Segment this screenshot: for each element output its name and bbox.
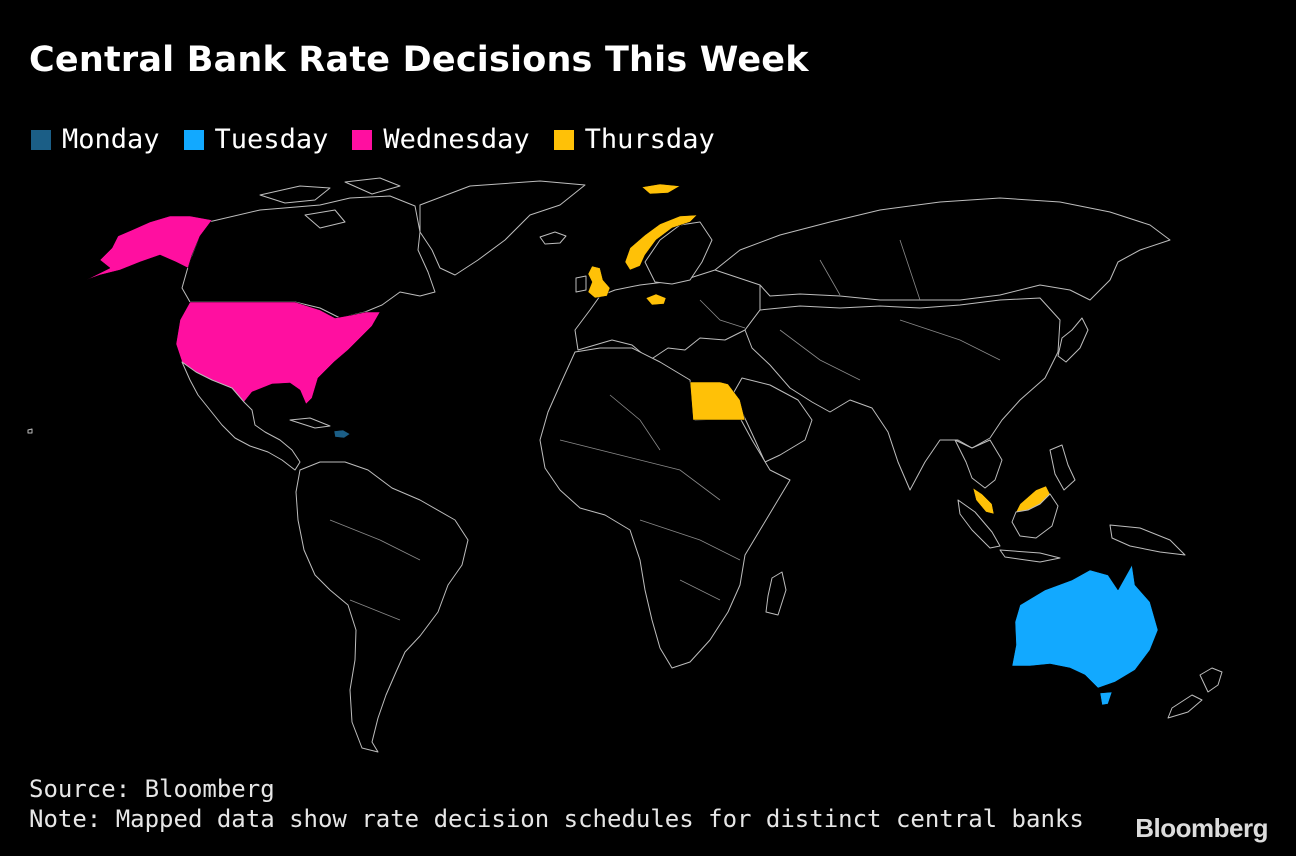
country-borders	[329, 239, 1001, 621]
legend-label-tuesday: Tuesday	[214, 124, 329, 155]
legend-swatch-wednesday	[352, 129, 373, 150]
alaska	[85, 215, 213, 281]
svalbard	[641, 183, 681, 195]
cuba	[289, 417, 331, 429]
chart-title: Central Bank Rate Decisions This Week	[29, 40, 809, 80]
world-map	[27, 177, 1223, 753]
tasmania	[1099, 691, 1113, 706]
legend-swatch-tuesday	[183, 129, 204, 150]
norway	[624, 214, 698, 271]
legend-item-monday: Monday	[31, 124, 160, 155]
asia	[744, 297, 1061, 491]
egypt	[689, 381, 746, 421]
hawaii	[27, 428, 33, 434]
legend-swatch-thursday	[553, 129, 574, 150]
indochina	[954, 439, 1003, 489]
greenland	[419, 180, 586, 276]
legend-label-monday: Monday	[62, 124, 160, 155]
bloomberg-logo: Bloomberg	[1135, 813, 1268, 843]
legend: Monday Tuesday Wednesday Thursday	[31, 124, 739, 155]
sweden-finland	[644, 221, 713, 285]
europe	[574, 267, 761, 361]
legend-item-thursday: Thursday	[553, 124, 715, 155]
new-zealand	[1167, 667, 1223, 719]
ireland	[575, 275, 587, 293]
legend-label-wednesday: Wednesday	[383, 124, 530, 155]
iceland	[539, 231, 567, 245]
legend-label-thursday: Thursday	[584, 124, 715, 155]
japan	[1057, 317, 1089, 363]
dominican-republic	[333, 429, 351, 439]
legend-item-tuesday: Tuesday	[183, 124, 329, 155]
madagascar	[765, 571, 787, 616]
legend-item-wednesday: Wednesday	[352, 124, 530, 155]
canadian-islands	[259, 177, 401, 229]
south-america	[295, 461, 469, 753]
legend-swatch-monday	[31, 129, 51, 150]
new-guinea	[1109, 524, 1186, 556]
sumatra	[957, 499, 1001, 549]
borneo	[1011, 493, 1059, 539]
russia	[714, 197, 1171, 301]
mexico-central-america	[181, 361, 301, 471]
philippines	[1049, 444, 1076, 491]
methodology-note: Note: Mapped data show rate decision sch…	[29, 805, 1084, 833]
czech-republic	[645, 293, 667, 306]
java	[999, 549, 1061, 563]
australia	[1011, 564, 1159, 689]
united-kingdom	[587, 265, 611, 299]
malaysia-peninsular	[972, 487, 995, 515]
source-note: Source: Bloomberg	[29, 775, 275, 803]
